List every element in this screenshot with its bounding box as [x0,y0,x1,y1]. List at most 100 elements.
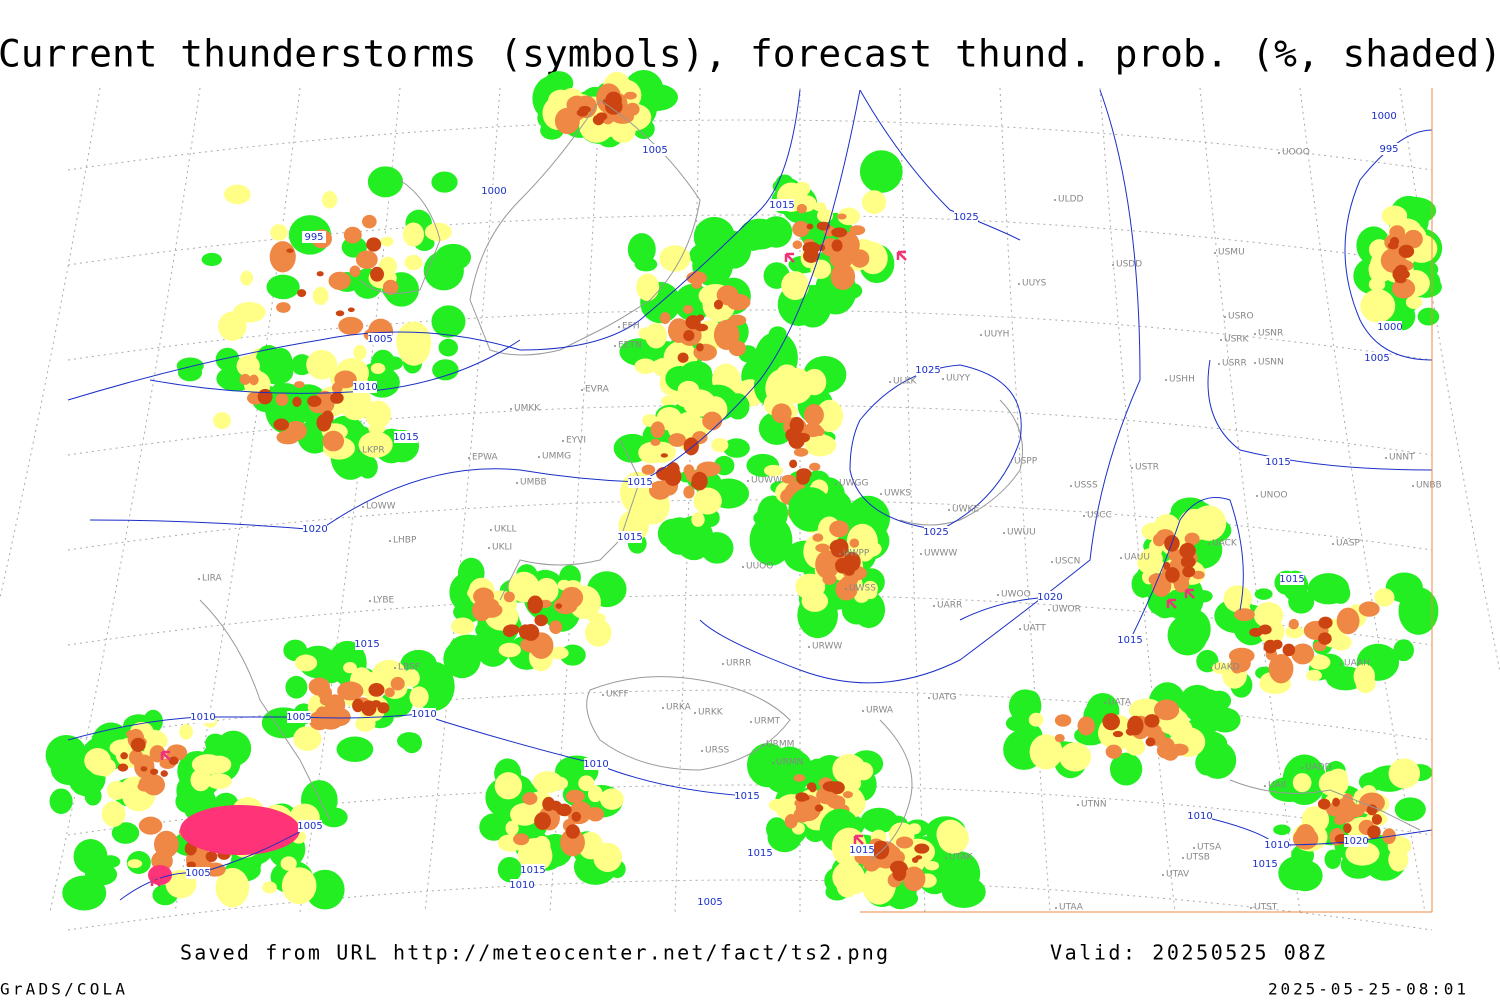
shade-cell [49,788,73,815]
isobar-label-bg [287,711,311,723]
shade-cell [370,266,384,282]
shade-cell [431,171,458,193]
shade-cell [914,843,930,854]
shade-cell [803,248,820,263]
shade-cell [424,222,452,242]
station-label: UAAH [1344,659,1370,669]
isobar-label-bg [482,185,506,197]
isobar-label-bg [394,431,418,443]
isobar-label-bg [748,847,772,859]
isobar-labels: 1005 1000 995 1005 1010 1015 1020 1015 1025 1025 1… [185,110,1403,908]
shade-cell [728,340,747,357]
shade-cell [205,733,226,753]
station-label: UWKE [952,505,979,515]
isobar-label: 1015 [354,639,379,650]
isobar-label: 1005 [697,897,722,908]
shade-cell [276,302,291,313]
shade-cell [365,400,392,429]
station-label: UNOO [1260,491,1288,501]
shade-cell [683,330,695,342]
station-dot [1301,767,1303,769]
shade-cell [1194,590,1213,603]
parallel [67,499,1433,551]
shade-cell [1292,827,1319,850]
isobar-label-bg [643,144,667,156]
shade-cell [494,772,523,800]
shade-cell [215,867,250,908]
station-label: UARR [937,601,962,611]
shade-cell [803,404,824,426]
isobar-label: 1015 [1117,635,1142,646]
shade-cell [549,646,569,660]
shade-cell [318,712,343,730]
shade-cell [257,388,273,405]
shade-cell [693,487,722,515]
parallel [67,594,1433,646]
station-dot [862,710,864,712]
thunderstorm-symbol [784,252,795,263]
shade-cell [849,225,866,236]
shade-cell [330,392,344,404]
shade-cell [781,271,810,301]
station-label: UKLI [492,543,512,553]
shade-cell [347,307,355,313]
shade-cell [276,430,300,445]
station-dot [562,440,564,442]
shade-cell [835,557,850,574]
station-label: USRK [1224,335,1250,345]
isobar-label: 1000 [481,186,506,197]
station-label: UUOO [746,562,773,572]
shade-cell [793,181,811,197]
station-label: URWW [812,642,842,652]
shade-cell [137,781,154,792]
shade-cell [830,263,856,291]
isobar-label-bg [355,638,379,650]
station-label: URMM [766,740,794,750]
shade-cell [584,618,612,647]
shade-cell [1381,205,1408,227]
shade-cell [450,617,475,635]
station-dot [1254,333,1256,335]
station-dot [1048,609,1050,611]
station-label: URMT [754,717,781,727]
shade-cell [1359,792,1385,814]
station-dot [1131,467,1133,469]
station-label: UTSA [1197,843,1222,853]
station-dot [1218,363,1220,365]
station-dot [662,707,664,709]
station-dot [742,566,744,568]
station-dot [1070,485,1072,487]
station-dot [1003,532,1005,534]
shade-cell [175,789,203,814]
shade-cell [680,360,713,385]
shade-cell [297,289,307,298]
station-dot [488,547,490,549]
shade-cell [262,881,277,894]
isobar-label-bg [1118,634,1142,646]
shade-cell [1182,566,1196,578]
station-label: LOWW [366,502,396,512]
shade-cell [897,864,908,872]
isobar-label: 1010 [1264,840,1289,851]
shade-cell [239,373,251,385]
isobar-label-bg [1253,858,1277,870]
shade-cell [836,213,847,220]
shade-cell [1288,618,1299,630]
shade-cell [683,464,695,478]
shade-cell [1345,841,1380,866]
shade-cell [106,780,127,801]
shade-cell [565,824,580,839]
station-label: UMBB [520,478,547,488]
shade-cell [534,614,548,627]
shade-cell [822,573,837,585]
station-label: LKPR [362,446,385,456]
station-label: USCC [1087,511,1112,521]
shade-cell [275,393,289,406]
isobar-label-bg [1365,352,1389,364]
shade-cell [1268,653,1294,684]
shade-cell [796,432,810,443]
software: GrADS/COLA [0,980,125,999]
shade-cell [1181,684,1214,711]
shade-cell [384,687,395,698]
station-label: EYVI [566,436,586,446]
